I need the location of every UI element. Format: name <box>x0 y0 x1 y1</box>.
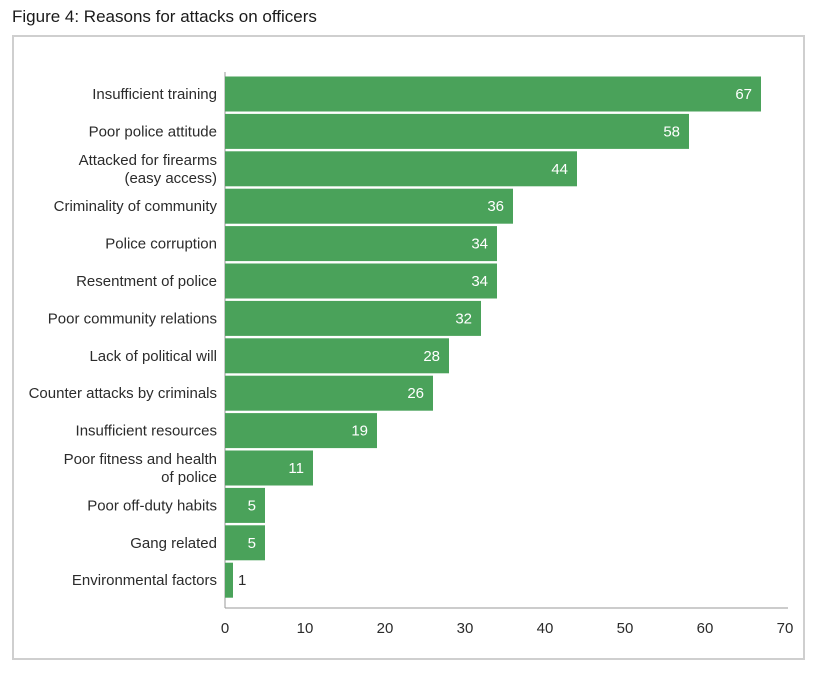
bar <box>225 375 433 411</box>
x-tick-label: 10 <box>297 620 314 637</box>
category-label: Resentment of police <box>76 273 217 290</box>
bar <box>225 226 497 262</box>
category-label: Poor community relations <box>48 310 217 327</box>
bar <box>225 487 265 523</box>
bar <box>225 76 761 112</box>
bar <box>225 263 497 299</box>
data-label: 32 <box>455 310 472 327</box>
category-label: Criminality of community <box>54 198 218 215</box>
category-label: Attacked for firearms (easy access) <box>79 152 217 187</box>
x-tick-label: 20 <box>377 620 394 637</box>
data-label: 11 <box>288 460 304 477</box>
bar <box>225 300 481 336</box>
bar <box>225 525 265 561</box>
data-label: 67 <box>735 86 752 103</box>
bar <box>225 188 513 224</box>
category-label: Poor fitness and health of police <box>64 451 217 486</box>
category-label: Lack of political will <box>89 348 217 365</box>
category-label: Counter attacks by criminals <box>29 385 217 402</box>
bar <box>225 338 449 374</box>
x-tick-label: 0 <box>221 620 229 637</box>
x-tick-label: 50 <box>617 620 634 637</box>
category-label: Environmental factors <box>72 572 217 589</box>
data-label: 19 <box>351 423 368 440</box>
data-label: 58 <box>663 123 680 140</box>
bar <box>225 151 577 187</box>
x-tick-label: 30 <box>457 620 474 637</box>
data-label: 28 <box>423 348 440 365</box>
category-label: Police corruption <box>105 236 217 253</box>
category-label: Gang related <box>130 535 217 552</box>
category-label: Poor police attitude <box>89 123 217 140</box>
bar <box>225 413 377 449</box>
x-tick-label: 40 <box>537 620 554 637</box>
category-label: Insufficient training <box>92 86 217 103</box>
data-label: 36 <box>487 198 504 215</box>
data-label: 44 <box>551 161 568 178</box>
data-label: 34 <box>471 236 488 253</box>
figure-title: Figure 4: Reasons for attacks on officer… <box>12 7 317 26</box>
data-label: 1 <box>238 572 246 589</box>
bar <box>225 450 313 486</box>
data-label: 5 <box>248 497 256 514</box>
data-label: 34 <box>471 273 488 290</box>
data-label: 5 <box>248 535 256 552</box>
data-label: 26 <box>407 385 424 402</box>
category-label: Poor off-duty habits <box>87 497 217 514</box>
x-tick-label: 70 <box>777 620 794 637</box>
bar <box>225 113 689 149</box>
category-label: Insufficient resources <box>76 423 217 440</box>
x-tick-label: 60 <box>697 620 714 637</box>
bar <box>225 562 233 598</box>
